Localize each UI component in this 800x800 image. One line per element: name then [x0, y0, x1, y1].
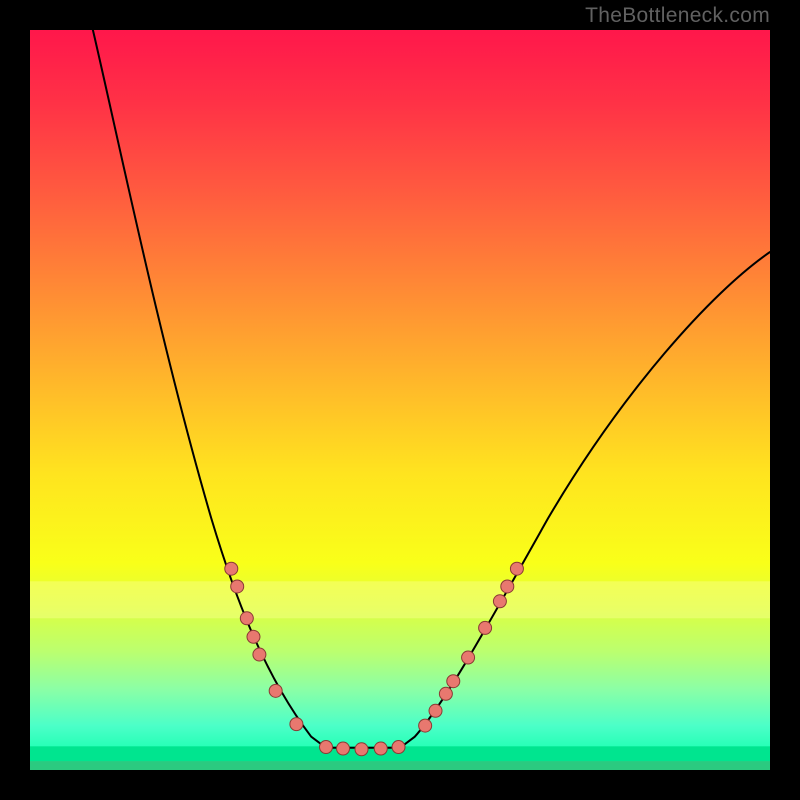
chart-svg [30, 30, 770, 770]
data-point [337, 742, 350, 755]
data-point [320, 741, 333, 754]
data-point [447, 675, 460, 688]
data-point [269, 684, 282, 697]
data-point [225, 562, 238, 575]
data-point [501, 580, 514, 593]
data-point [355, 743, 368, 756]
data-point [253, 648, 266, 661]
plot-area [30, 30, 770, 770]
watermark-text: TheBottleneck.com [585, 4, 770, 28]
data-point [439, 687, 452, 700]
data-point [493, 595, 506, 608]
gradient-background [30, 30, 770, 770]
data-point [374, 742, 387, 755]
data-point [290, 718, 303, 731]
data-point [231, 580, 244, 593]
data-point [419, 719, 432, 732]
data-point [240, 612, 253, 625]
data-point [510, 562, 523, 575]
data-point [247, 630, 260, 643]
data-point [392, 741, 405, 754]
data-point [479, 621, 492, 634]
data-point [462, 651, 475, 664]
data-point [429, 704, 442, 717]
